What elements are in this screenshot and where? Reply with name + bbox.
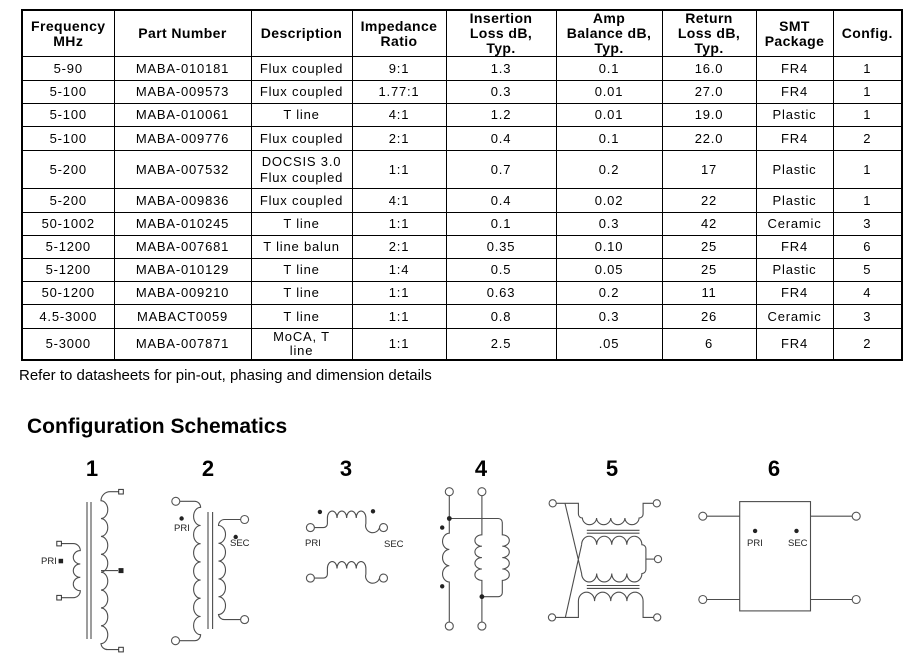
svg-text:PRI: PRI <box>41 556 57 567</box>
svg-text:5: 5 <box>606 456 618 481</box>
svg-text:4: 4 <box>475 456 488 481</box>
svg-text:6: 6 <box>768 456 780 481</box>
svg-text:PRI: PRI <box>174 523 190 534</box>
svg-text:SEC: SEC <box>788 538 808 549</box>
svg-text:2: 2 <box>202 456 214 481</box>
svg-text:PRI: PRI <box>305 538 321 549</box>
svg-text:SEC: SEC <box>384 539 404 550</box>
svg-text:3: 3 <box>340 456 352 481</box>
svg-text:PRI: PRI <box>747 538 763 549</box>
svg-text:SEC: SEC <box>230 538 250 549</box>
svg-text:1: 1 <box>86 456 98 481</box>
